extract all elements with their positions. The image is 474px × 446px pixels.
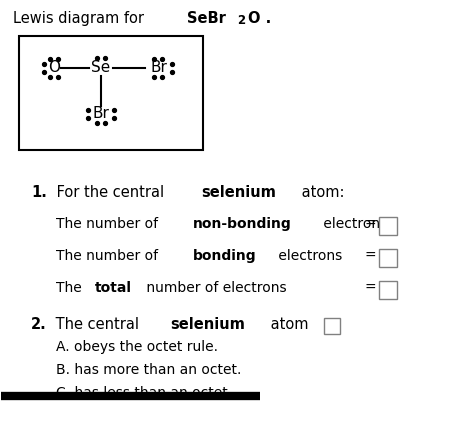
Text: For the central: For the central — [52, 185, 168, 200]
Bar — [19, 36, 203, 150]
Text: atom:: atom: — [297, 185, 345, 200]
Bar — [379, 217, 397, 235]
Text: bonding: bonding — [192, 249, 256, 263]
Text: The central: The central — [51, 318, 144, 332]
Text: The: The — [56, 281, 86, 295]
Text: B. has more than an octet.: B. has more than an octet. — [56, 363, 241, 377]
Text: The number of: The number of — [56, 249, 163, 263]
Text: electrons: electrons — [319, 217, 388, 231]
Bar — [379, 281, 397, 298]
Text: Br: Br — [150, 61, 167, 75]
Text: C. has less than an octet.: C. has less than an octet. — [56, 386, 232, 400]
Bar — [379, 249, 397, 267]
Text: selenium: selenium — [201, 185, 276, 200]
Text: atom: atom — [266, 318, 309, 332]
Text: Lewis diagram for: Lewis diagram for — [13, 11, 149, 26]
Text: SeBr: SeBr — [187, 11, 226, 26]
Text: electrons: electrons — [274, 249, 343, 263]
Text: total: total — [95, 281, 132, 295]
Text: The number of: The number of — [56, 217, 163, 231]
Text: 1.: 1. — [31, 185, 47, 200]
Text: non-bonding: non-bonding — [192, 217, 292, 231]
Text: O .: O . — [247, 11, 271, 26]
Text: 2.: 2. — [31, 318, 47, 332]
Text: =: = — [364, 249, 376, 263]
Text: 2: 2 — [237, 14, 245, 27]
Text: selenium: selenium — [170, 318, 245, 332]
Text: A. obeys the octet rule.: A. obeys the octet rule. — [56, 340, 218, 354]
Text: Se: Se — [91, 61, 110, 75]
Bar — [324, 318, 340, 334]
Text: number of electrons: number of electrons — [142, 281, 287, 295]
Text: Br: Br — [92, 106, 109, 121]
Text: =: = — [364, 281, 376, 295]
Text: =: = — [364, 217, 376, 231]
Text: O: O — [48, 61, 60, 75]
